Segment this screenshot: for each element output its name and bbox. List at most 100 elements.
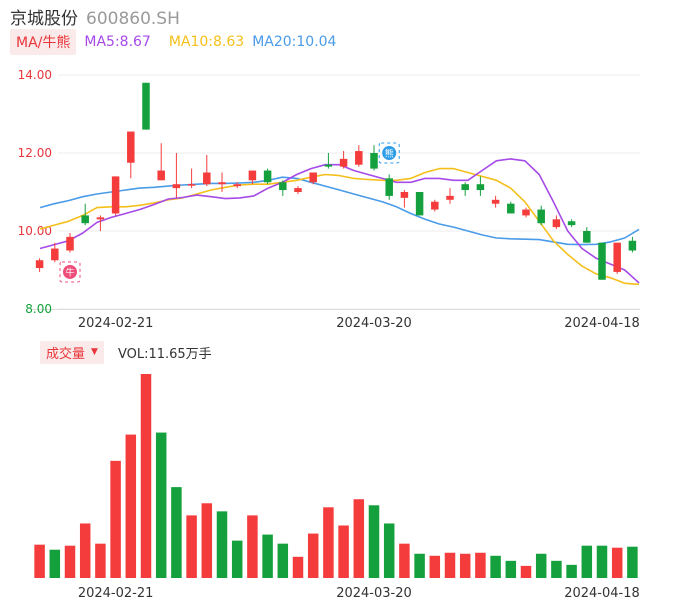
candle-body xyxy=(339,158,348,167)
volume-indicator-label: 成交量 xyxy=(46,346,86,362)
candle xyxy=(51,242,59,263)
volume-bar xyxy=(64,545,76,578)
candle xyxy=(400,190,409,208)
candle-body xyxy=(233,184,241,187)
candle-body xyxy=(415,192,424,216)
bull-icon-text: 牛 xyxy=(65,266,74,278)
volume-date-label: 2024-04-18 xyxy=(564,586,640,601)
volume-bar xyxy=(262,534,273,578)
candle-body xyxy=(248,170,257,181)
candle xyxy=(370,145,378,171)
candle xyxy=(96,215,105,231)
candle xyxy=(567,219,576,228)
candle xyxy=(355,145,363,167)
volume-bars xyxy=(34,374,638,578)
price-tick-label: 10.00 xyxy=(18,224,52,238)
volume-bar xyxy=(414,553,425,578)
candle-body xyxy=(127,131,135,163)
moving-average-lines xyxy=(39,158,640,286)
stock-code: 600860.SH xyxy=(86,9,180,29)
candle-body xyxy=(203,172,211,185)
volume-bar xyxy=(566,564,577,578)
candle-body xyxy=(263,170,272,183)
volume-bar xyxy=(49,549,61,578)
volume-bar xyxy=(140,374,152,578)
candle-body xyxy=(157,170,165,181)
signal-markers: 牛熊 xyxy=(59,142,400,283)
candle xyxy=(476,176,485,196)
candle xyxy=(461,182,469,196)
candle-body xyxy=(385,178,393,196)
candle-body xyxy=(552,219,561,228)
volume-indicator-dropdown[interactable]: 成交量 ▼ xyxy=(40,340,104,364)
candle xyxy=(81,203,89,226)
candle xyxy=(507,201,515,214)
volume-bar xyxy=(399,543,410,578)
candle-body xyxy=(66,236,74,251)
candle-body xyxy=(355,151,363,165)
candle-body xyxy=(294,188,302,192)
candle xyxy=(233,182,241,189)
candle xyxy=(263,168,272,185)
candle-body xyxy=(187,184,196,186)
candle xyxy=(583,227,591,243)
candle-body xyxy=(431,201,439,210)
candle xyxy=(294,186,302,194)
candle xyxy=(385,174,393,200)
volume-value: VOL:11.65万手 xyxy=(117,346,212,362)
candle-body xyxy=(279,182,287,191)
candle-body xyxy=(400,192,409,198)
volume-bar xyxy=(383,523,395,578)
volume-bar xyxy=(490,555,501,578)
stock-header: 京城股份 600860.SH xyxy=(10,4,180,29)
candle xyxy=(187,168,196,189)
candle xyxy=(415,192,424,216)
volume-bar xyxy=(201,503,213,578)
ma10-label: MA10:8.63 xyxy=(168,34,245,50)
price-date-axis: 2024-02-21 2024-03-20 2024-04-18 xyxy=(78,316,640,331)
volume-bar xyxy=(505,560,517,578)
candle-body xyxy=(218,182,226,185)
candle xyxy=(522,207,530,218)
volume-bar xyxy=(186,515,197,578)
candle xyxy=(111,176,120,216)
bear-icon-frame xyxy=(378,142,400,164)
volume-bar xyxy=(125,434,137,578)
volume-bar xyxy=(171,487,182,578)
stock-name: 京城股份 xyxy=(10,9,78,29)
candle xyxy=(157,143,165,181)
volume-bar xyxy=(551,560,562,578)
volume-bar xyxy=(95,543,106,578)
volume-legend: 成交量 ▼ VOL:11.65万手 xyxy=(40,340,212,364)
candle xyxy=(628,236,637,253)
candle xyxy=(324,153,333,169)
volume-bar xyxy=(520,565,532,578)
volume-bar xyxy=(34,544,45,578)
price-gridlines xyxy=(32,74,640,310)
candlesticks xyxy=(35,82,637,280)
volume-bar xyxy=(596,545,608,578)
volume-bar xyxy=(353,499,365,578)
volume-bar xyxy=(475,552,486,578)
ma10-line xyxy=(39,167,640,286)
candle xyxy=(491,195,500,208)
ma-indicator-button[interactable]: MA/牛熊 xyxy=(10,29,77,55)
candle-body xyxy=(507,203,515,214)
candle-body xyxy=(491,199,500,204)
volume-bar xyxy=(429,555,441,578)
candle-body xyxy=(81,215,89,224)
candle-body xyxy=(96,217,105,220)
candle xyxy=(203,154,211,187)
candle xyxy=(339,151,348,169)
volume-date-label: 2024-03-20 xyxy=(336,586,412,601)
candle xyxy=(127,131,135,179)
candle xyxy=(309,172,317,185)
bear-icon-text: 熊 xyxy=(385,148,394,160)
volume-bar xyxy=(247,515,258,578)
ma20-label: MA20:10.04 xyxy=(252,34,337,50)
volume-bar xyxy=(459,553,471,578)
volume-bar xyxy=(581,545,593,578)
bull-icon-badge xyxy=(63,264,77,279)
candle-body xyxy=(446,195,454,200)
